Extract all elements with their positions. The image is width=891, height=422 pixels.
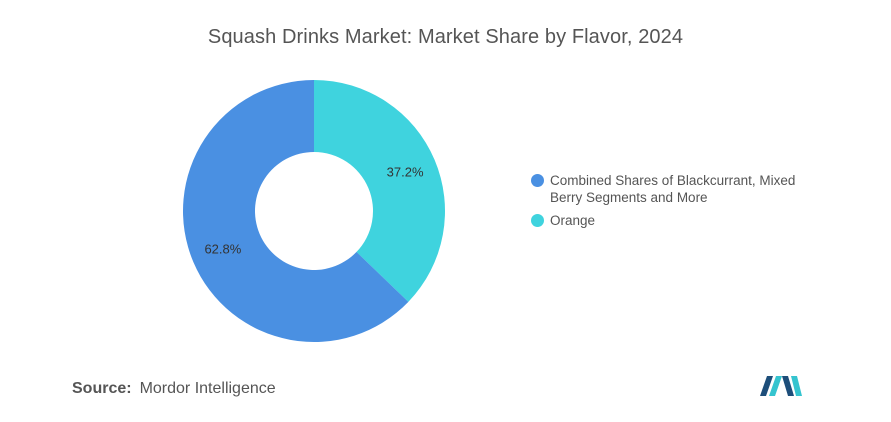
legend-swatch-blackcurrant xyxy=(531,174,544,187)
source-name: Mordor Intelligence xyxy=(139,380,276,397)
logo-stroke-3 xyxy=(782,376,794,396)
chart-legend: Combined Shares of Blackcurrant, Mixed B… xyxy=(531,172,831,235)
logo-stroke-1 xyxy=(760,376,773,396)
data-label-orange: 37.2% xyxy=(387,164,424,179)
legend-label-orange: Orange xyxy=(550,213,596,228)
donut-labels: 37.2% 62.8% xyxy=(204,164,424,256)
legend-item-orange[interactable]: Orange xyxy=(531,212,831,229)
legend-item-blackcurrant[interactable]: Combined Shares of Blackcurrant, Mixed B… xyxy=(531,172,831,206)
source-prefix: Source: xyxy=(72,380,132,397)
logo-stroke-2 xyxy=(769,376,782,396)
donut-slices xyxy=(182,80,445,343)
legend-label-blackcurrant: Combined Shares of Blackcurrant, Mixed B… xyxy=(550,173,796,205)
chart-title: Squash Drinks Market: Market Share by Fl… xyxy=(207,26,684,48)
data-label-blackcurrant: 62.8% xyxy=(204,242,241,257)
source-line: Source: Mordor Intelligence xyxy=(72,380,276,398)
donut-slice-orange[interactable] xyxy=(314,80,445,302)
mordor-intelligence-logo xyxy=(760,376,802,396)
legend-swatch-orange xyxy=(531,214,544,227)
logo-stroke-4 xyxy=(791,376,802,396)
donut-slice-blackcurrant[interactable] xyxy=(182,80,409,343)
